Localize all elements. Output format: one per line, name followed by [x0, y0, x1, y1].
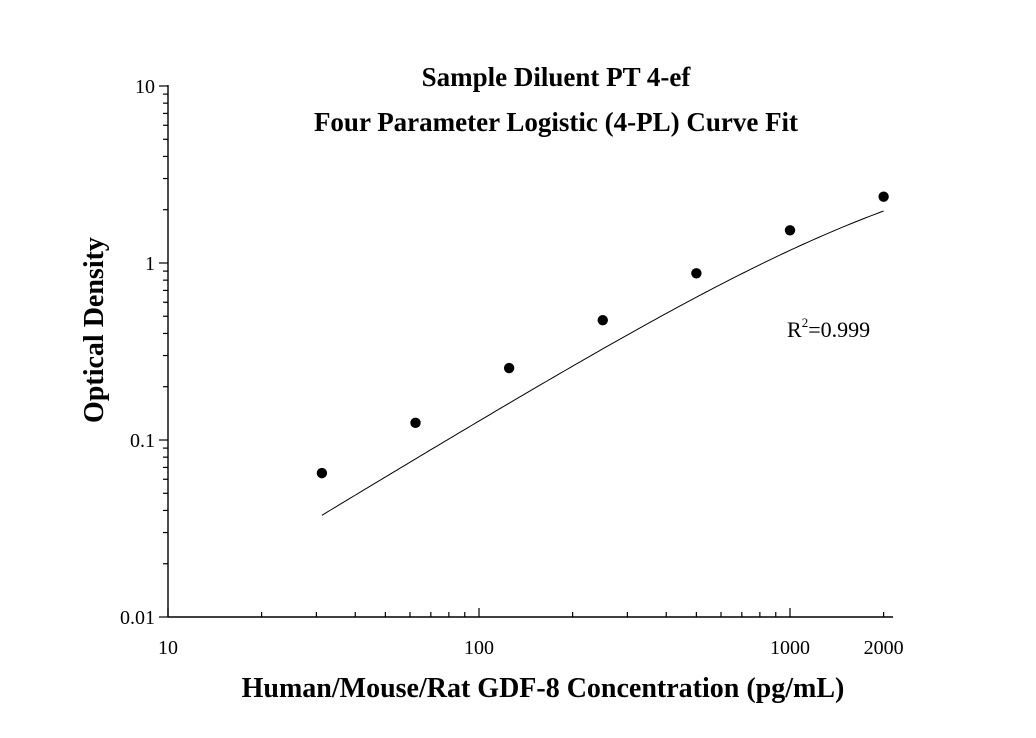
- chart-title-line-1: Sample Diluent PT 4-ef: [422, 62, 692, 92]
- data-point: [597, 315, 608, 326]
- r-squared-superscript: 2: [802, 315, 809, 330]
- x-axis-ticks: [167, 608, 885, 617]
- x-tick-label: 2000: [864, 637, 904, 659]
- y-tick-label: 1: [145, 253, 155, 275]
- data-point: [691, 268, 702, 279]
- data-point: [316, 467, 328, 479]
- data-points: [316, 191, 889, 479]
- chart-title-line-2: Four Parameter Logistic (4-PL) Curve Fit: [314, 107, 798, 137]
- y-tick-label: 0.01: [120, 607, 155, 629]
- plot-axes: [167, 85, 893, 618]
- y-tick-label: 10: [135, 76, 155, 98]
- data-point: [410, 417, 421, 429]
- chart-title: Sample Diluent PT 4-ef Four Parameter Lo…: [314, 62, 798, 137]
- fit-curve: [321, 210, 884, 516]
- y-tick-label: 0.1: [130, 430, 155, 452]
- data-point: [503, 362, 515, 374]
- x-axis-label: Human/Mouse/Rat GDF-8 Concentration (pg/…: [242, 673, 845, 704]
- x-tick-label: 10: [158, 637, 178, 659]
- r-squared-annotation: R2=0.999: [787, 315, 870, 342]
- y-axis-label: Optical Density: [79, 237, 110, 423]
- x-axis-tick-labels: 10 100 1000 2000: [158, 637, 904, 659]
- data-point: [878, 191, 889, 202]
- r-squared-value: =0.999: [808, 317, 870, 342]
- r-squared-base: R: [787, 317, 802, 342]
- y-axis-tick-labels: 0.01 0.1 1 10: [120, 76, 155, 629]
- data-point: [784, 225, 796, 236]
- x-tick-label: 100: [464, 637, 494, 659]
- y-axis-ticks: [159, 85, 168, 618]
- x-tick-label: 1000: [770, 637, 810, 659]
